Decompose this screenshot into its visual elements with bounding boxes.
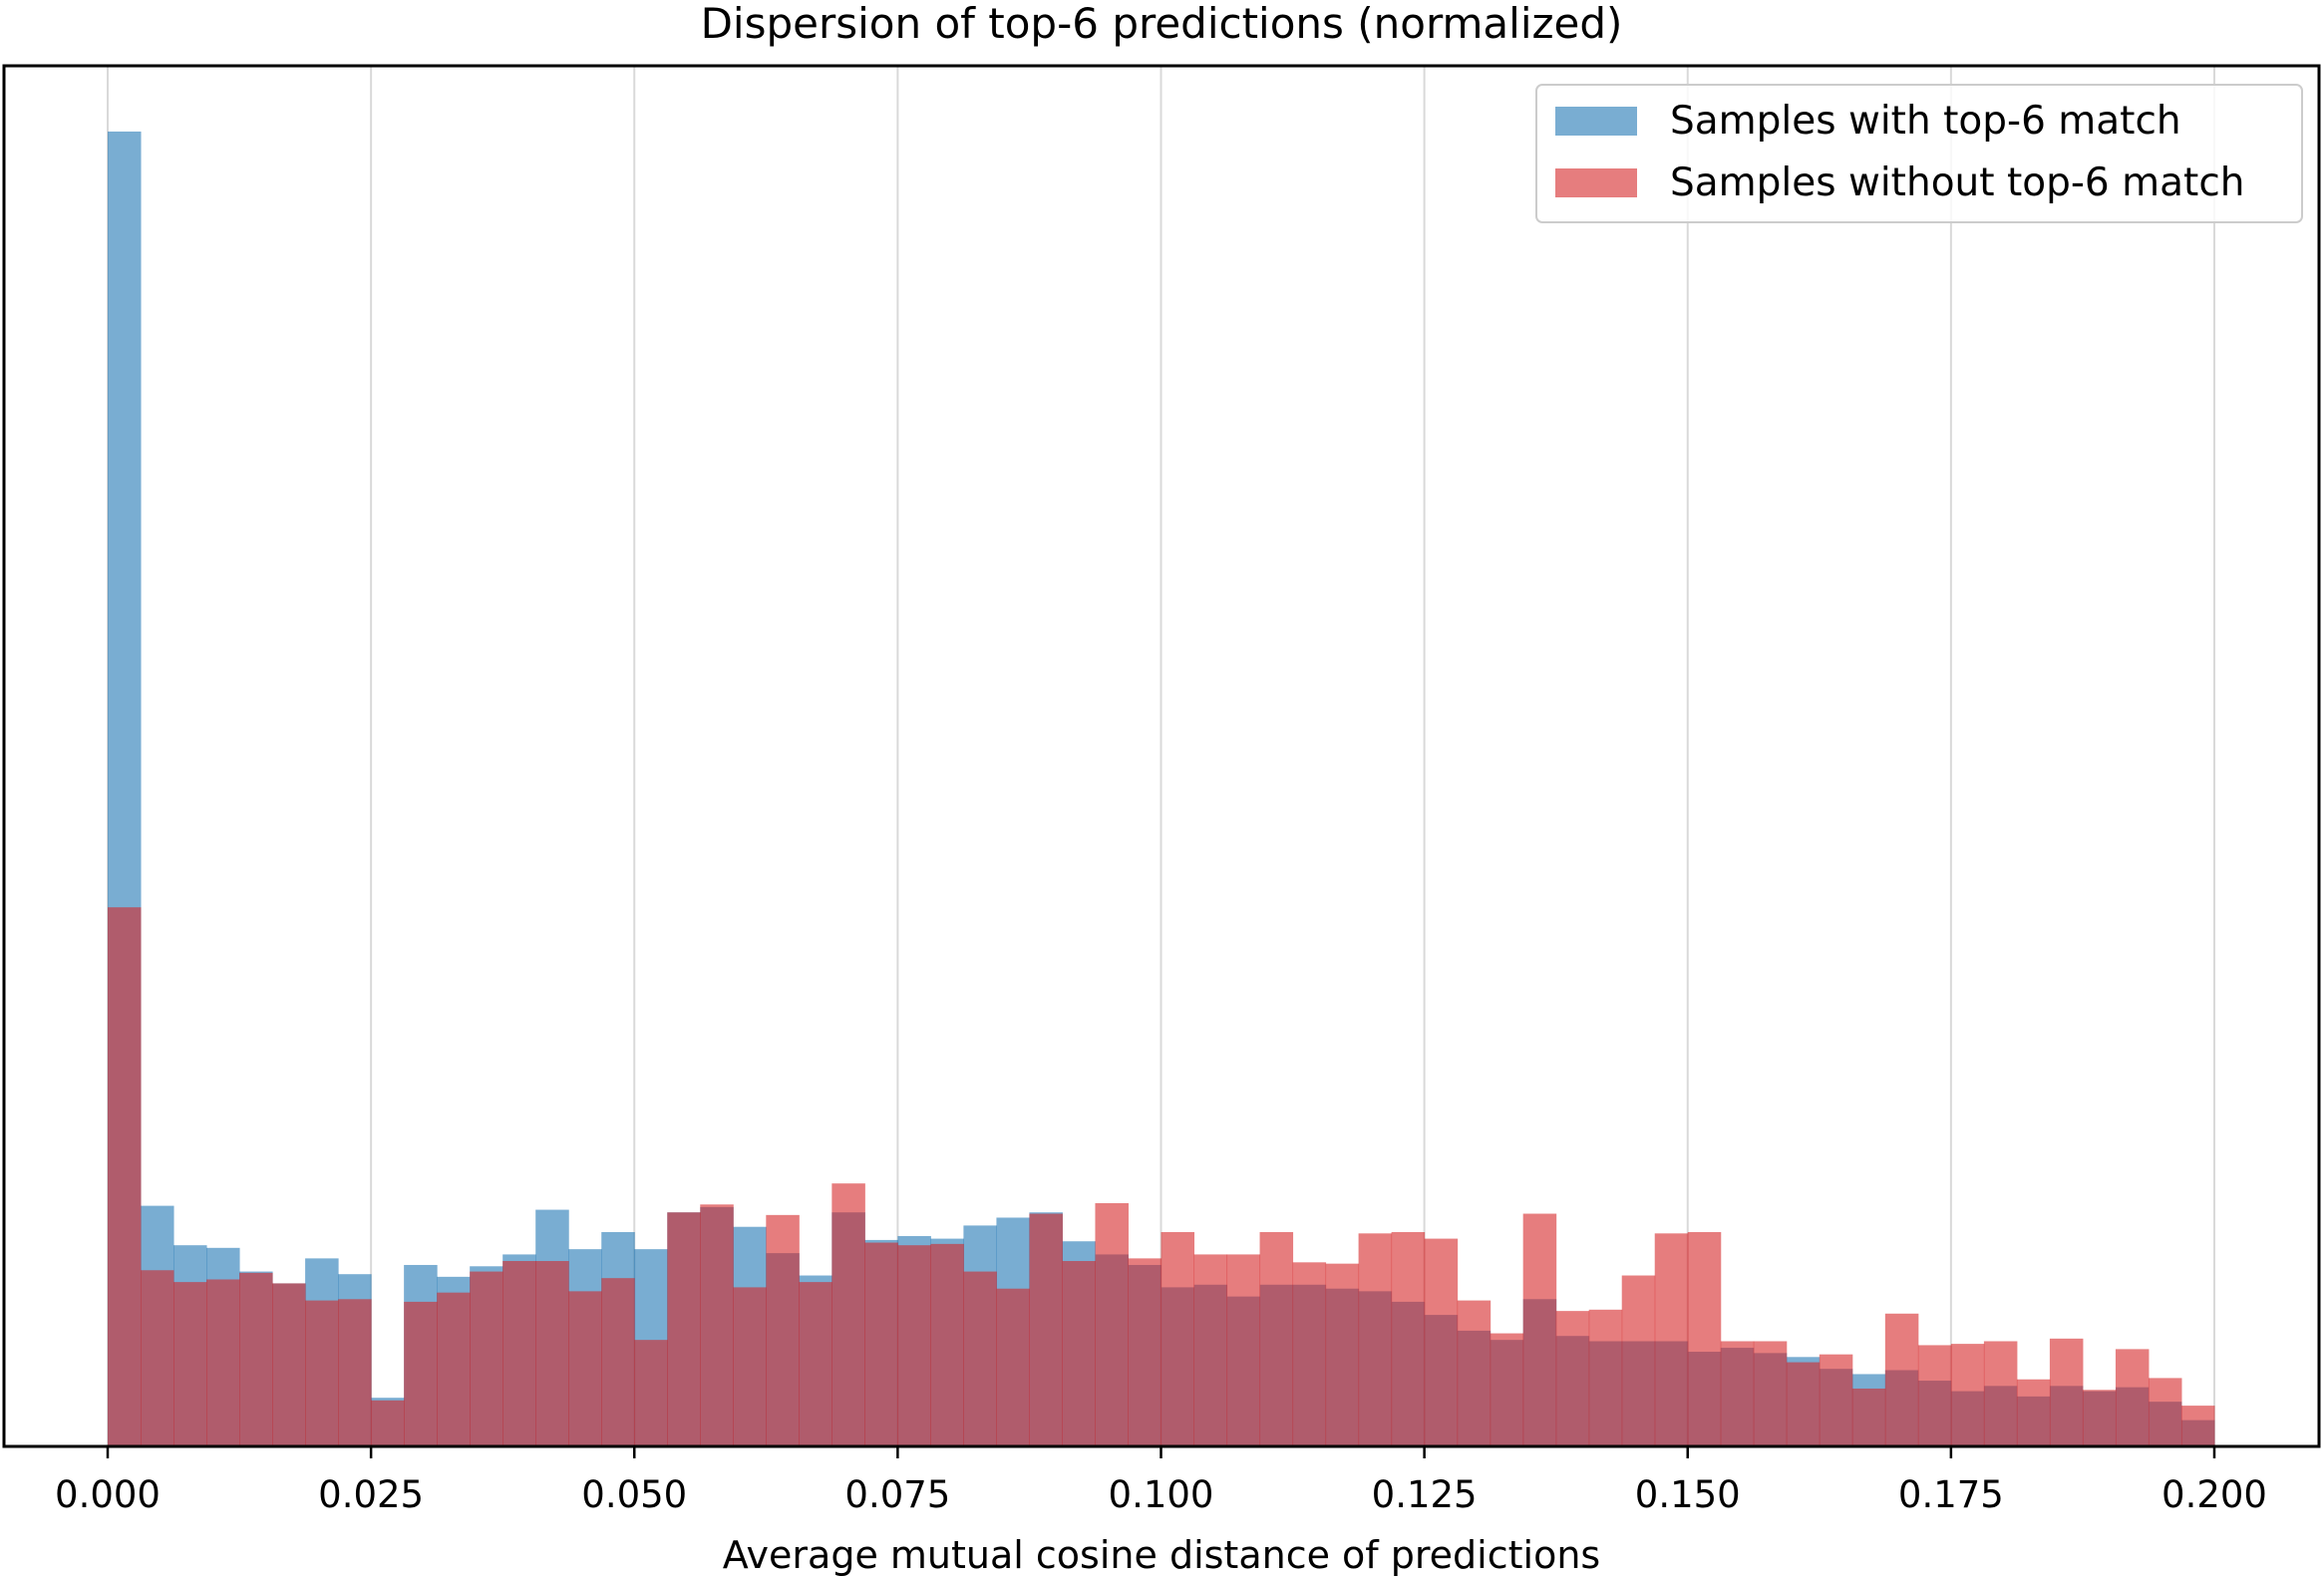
bar-without-match	[1917, 1345, 1952, 1446]
bar-without-match	[108, 907, 142, 1446]
bar-without-match	[897, 1245, 931, 1446]
bar-without-match	[1950, 1344, 1985, 1446]
bar-without-match	[1753, 1341, 1788, 1446]
bar-without-match	[1424, 1238, 1459, 1446]
bar-without-match	[963, 1271, 997, 1446]
bar-without-match	[2115, 1349, 2150, 1446]
legend-swatch-with-match	[1555, 107, 1637, 136]
bar-without-match	[1720, 1341, 1755, 1446]
bar-without-match	[1029, 1213, 1063, 1446]
bar-without-match	[338, 1299, 372, 1446]
bar-without-match	[239, 1272, 273, 1446]
bars-series-without-match	[108, 907, 2215, 1446]
bar-without-match	[470, 1271, 503, 1446]
bar-without-match	[568, 1291, 602, 1446]
legend-box	[1535, 84, 2303, 223]
bar-without-match	[1226, 1254, 1261, 1446]
bar-without-match	[1654, 1233, 1689, 1446]
bar-without-match	[404, 1301, 438, 1446]
bar-without-match	[1095, 1202, 1129, 1446]
x-tick-label: 0.150	[1635, 1473, 1741, 1516]
bar-without-match	[799, 1282, 832, 1446]
bar-without-match	[1884, 1313, 1919, 1446]
bar-without-match	[831, 1183, 865, 1446]
x-tick-label: 0.125	[1372, 1473, 1478, 1516]
bar-without-match	[272, 1283, 306, 1446]
bar-without-match	[1457, 1300, 1492, 1446]
bar-without-match	[206, 1279, 240, 1446]
bar-without-match	[1786, 1362, 1821, 1446]
bar-without-match	[1588, 1309, 1623, 1446]
bar-without-match	[766, 1214, 800, 1446]
legend-label-with-match: Samples with top-6 match	[1670, 99, 2181, 144]
bar-without-match	[1259, 1231, 1294, 1446]
bar-without-match	[733, 1287, 767, 1446]
bar-without-match	[667, 1212, 701, 1446]
bar-without-match	[1325, 1263, 1360, 1446]
bar-without-match	[1062, 1261, 1096, 1446]
bar-without-match	[1819, 1354, 1853, 1446]
bar-without-match	[1983, 1341, 2018, 1446]
bar-without-match	[1687, 1231, 1722, 1446]
bar-without-match	[1490, 1333, 1524, 1446]
chart-title: Dispersion of top-6 predictions (normali…	[701, 0, 1623, 48]
bar-without-match	[864, 1242, 898, 1446]
bar-without-match	[700, 1204, 734, 1446]
x-tick-label: 0.025	[318, 1473, 424, 1516]
bar-without-match	[502, 1261, 536, 1446]
x-tick-label: 0.050	[581, 1473, 687, 1516]
bar-without-match	[1358, 1233, 1393, 1446]
legend: Samples with top-6 match Samples without…	[1535, 84, 2303, 223]
bar-without-match	[141, 1270, 174, 1446]
bar-without-match	[437, 1292, 471, 1446]
bar-without-match	[601, 1278, 635, 1446]
bar-without-match	[1128, 1258, 1162, 1446]
x-axis-ticks: 0.000 0.025 0.050 0.075 0.100 0.125 0.150 0.175…	[55, 1446, 2267, 1516]
grid-lines	[107, 66, 2215, 1446]
bar-without-match	[535, 1261, 569, 1446]
bar-without-match	[371, 1400, 405, 1446]
bar-without-match	[2049, 1338, 2084, 1446]
bar-without-match	[1161, 1231, 1195, 1446]
legend-label-without-match: Samples without top-6 match	[1670, 160, 2245, 205]
bar-without-match	[930, 1243, 964, 1446]
bar-without-match	[305, 1300, 339, 1446]
bar-without-match	[1851, 1388, 1886, 1446]
x-tick-label: 0.175	[1898, 1473, 2004, 1516]
x-tick-label: 0.000	[55, 1473, 161, 1516]
x-tick-label: 0.200	[2161, 1473, 2267, 1516]
bar-without-match	[1621, 1275, 1656, 1446]
bar-without-match	[996, 1288, 1030, 1446]
x-axis-label: Average mutual cosine distance of predic…	[723, 1533, 1600, 1577]
bar-without-match	[1292, 1262, 1327, 1446]
x-tick-label: 0.075	[844, 1473, 950, 1516]
legend-swatch-without-match	[1555, 168, 1637, 197]
bar-without-match	[634, 1340, 668, 1446]
x-tick-label: 0.100	[1109, 1473, 1214, 1516]
bar-without-match	[2148, 1378, 2182, 1446]
bar-without-match	[1193, 1254, 1228, 1446]
bar-without-match	[2082, 1390, 2117, 1446]
bar-without-match	[1555, 1311, 1590, 1446]
bar-without-match	[1522, 1213, 1557, 1446]
bar-without-match	[2016, 1379, 2051, 1446]
bar-without-match	[2180, 1406, 2215, 1446]
bar-without-match	[1391, 1231, 1426, 1446]
bar-without-match	[173, 1282, 207, 1446]
